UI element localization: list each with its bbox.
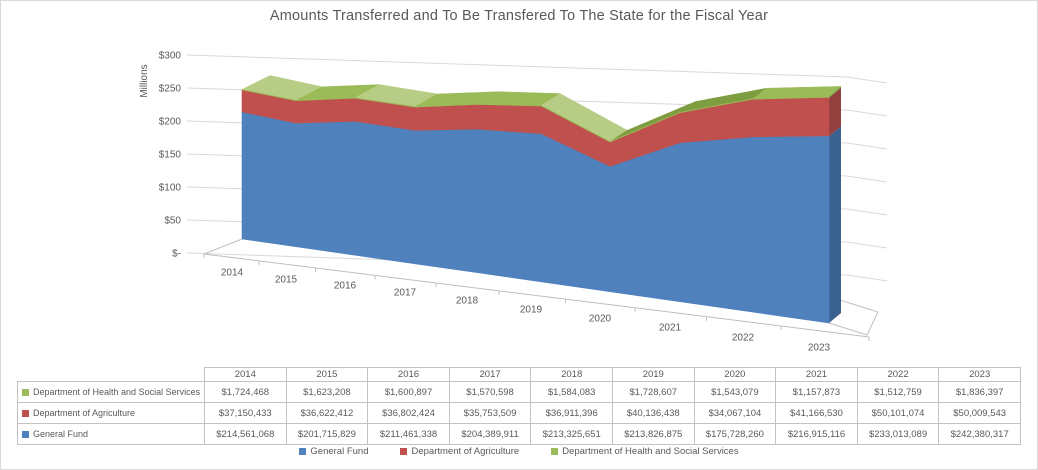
legend-item-general-fund: General Fund	[299, 446, 368, 457]
y-axis-tick-label: $100	[159, 183, 182, 194]
table-row-label: General Fund	[17, 423, 205, 445]
table-value-cell: $204,389,911	[448, 423, 532, 445]
legend-item-department-of-agriculture: Department of Agriculture	[400, 446, 519, 457]
table-row: Department of Agriculture $37,150,433 $36,…	[17, 402, 1021, 424]
gridline-right-wall	[846, 241, 888, 249]
legend-item-department-of-health-and-social-services: Department of Health and Social Services	[551, 446, 739, 457]
y-axis-tick-label: $250	[159, 84, 182, 95]
legend-label: Department of Health and Social Services	[562, 446, 739, 457]
x-axis-tick-label: 2019	[520, 305, 543, 316]
legend-swatch-icon	[551, 448, 559, 455]
series-area-general-fund	[241, 112, 830, 324]
table-year-header: 2020	[693, 367, 777, 382]
table-corner-cell	[18, 368, 205, 382]
x-axis-tick-label: 2017	[394, 288, 417, 299]
y-axis-tick-label: $200	[159, 117, 182, 128]
table-row-label: Department of Health and Social Services	[17, 381, 205, 403]
chart-canvas: $300 $250 $200 $150 $100 $50 $- Millions 2014 201…	[139, 51, 888, 354]
table-row: General Fund $214,561,068 $201,715,829 $211…	[17, 423, 1021, 445]
table-year-header: 2014	[204, 367, 287, 382]
table-year-header: 2022	[856, 367, 940, 382]
table-value-cell: $50,009,543	[938, 402, 1021, 424]
series-swatch-icon	[22, 389, 29, 396]
table-value-cell: $1,584,083	[530, 381, 613, 403]
chart-legend: General Fund Department of Agriculture Dep…	[1, 446, 1037, 457]
table-value-cell: $35,753,509	[448, 402, 532, 424]
y-axis-tick-label: $150	[159, 150, 182, 161]
x-axis-tick-label: 2021	[659, 323, 682, 334]
floor-left-edge	[203, 238, 243, 255]
table-year-header: 2018	[530, 367, 613, 382]
table-value-cell: $242,380,317	[938, 423, 1021, 445]
table-value-cell: $233,013,089	[856, 423, 940, 445]
table-value-cell: $175,728,260	[693, 423, 777, 445]
chart-title: Amounts Transferred and To Be Transfered…	[269, 8, 769, 24]
series-swatch-icon	[22, 431, 29, 438]
table-value-cell: $1,623,208	[285, 381, 369, 403]
table-year-header: 2019	[611, 367, 695, 382]
x-axis-tick-label: 2022	[732, 333, 755, 344]
table-value-cell: $37,150,433	[204, 402, 287, 424]
table-value-cell: $36,802,424	[367, 402, 450, 424]
table-value-cell: $1,543,079	[693, 381, 777, 403]
gridline-right-wall	[846, 274, 888, 282]
series-side-health-social-services	[829, 86, 841, 98]
table-header-row: 2014 2015 2016 2017 2018 2019 2020 2021 2022 2023	[18, 367, 1021, 382]
legend-label: General Fund	[310, 446, 369, 457]
table-value-cell: $214,561,068	[204, 423, 287, 445]
table-year-header: 2016	[367, 367, 450, 382]
series-side-general-fund	[829, 126, 841, 324]
table-value-cell: $36,622,412	[285, 402, 369, 424]
gridline-right-wall	[846, 208, 888, 216]
x-axis-tick-label: 2018	[456, 296, 479, 307]
table-year-header: 2021	[775, 367, 858, 382]
table-value-cell: $213,826,875	[611, 423, 695, 445]
data-table: 2014 2015 2016 2017 2018 2019 2020 2021 2022 2023…	[17, 367, 1021, 445]
y-axis-tick-label: $300	[159, 51, 182, 62]
x-axis-tick-label: 2023	[808, 343, 831, 354]
x-axis-tick-label: 2016	[334, 281, 357, 292]
table-value-cell: $1,600,897	[367, 381, 450, 403]
gridline-right-wall	[846, 109, 888, 117]
table-year-header: 2015	[285, 367, 369, 382]
table-year-header: 2017	[448, 367, 532, 382]
table-row-label: Department of Agriculture	[17, 402, 205, 424]
x-axis-tick-label: 2015	[275, 275, 298, 286]
table-value-cell: $211,461,338	[367, 423, 450, 445]
y-axis-tick-label: $50	[164, 216, 181, 227]
gridline-right-wall	[846, 76, 888, 84]
x-axis-line	[203, 253, 870, 338]
table-value-cell: $36,911,396	[530, 402, 613, 424]
x-axis-tick-label: 2014	[221, 268, 244, 279]
table-value-cell: $41,166,530	[775, 402, 858, 424]
gridline-back-wall	[186, 54, 848, 78]
table-value-cell: $213,325,651	[530, 423, 613, 445]
x-axis-tick-label: 2020	[589, 314, 612, 325]
y-axis-title: Millions	[139, 64, 150, 97]
table-value-cell: $1,836,397	[938, 381, 1021, 403]
table-value-cell: $1,728,607	[611, 381, 695, 403]
table-value-cell: $201,715,829	[285, 423, 369, 445]
gridline-right-wall	[846, 175, 888, 183]
table-value-cell: $1,724,468	[204, 381, 287, 403]
table-value-cell: $1,157,873	[775, 381, 858, 403]
legend-swatch-icon	[299, 448, 307, 455]
y-axis-tick-label: $-	[172, 249, 181, 260]
table-row: Department of Health and Social Services…	[17, 381, 1021, 403]
table-year-header: 2023	[938, 367, 1021, 382]
legend-label: Department of Agriculture	[411, 446, 520, 457]
series-swatch-icon	[22, 410, 29, 417]
legend-swatch-icon	[400, 448, 408, 455]
table-value-cell: $50,101,074	[856, 402, 940, 424]
table-value-cell: $40,136,438	[611, 402, 695, 424]
table-value-cell: $1,512,759	[856, 381, 940, 403]
gridline-right-wall	[846, 142, 888, 150]
table-value-cell: $216,915,116	[775, 423, 858, 445]
series-side-agriculture	[829, 87, 841, 137]
table-value-cell: $1,570,598	[448, 381, 532, 403]
table-value-cell: $34,067,104	[693, 402, 777, 424]
